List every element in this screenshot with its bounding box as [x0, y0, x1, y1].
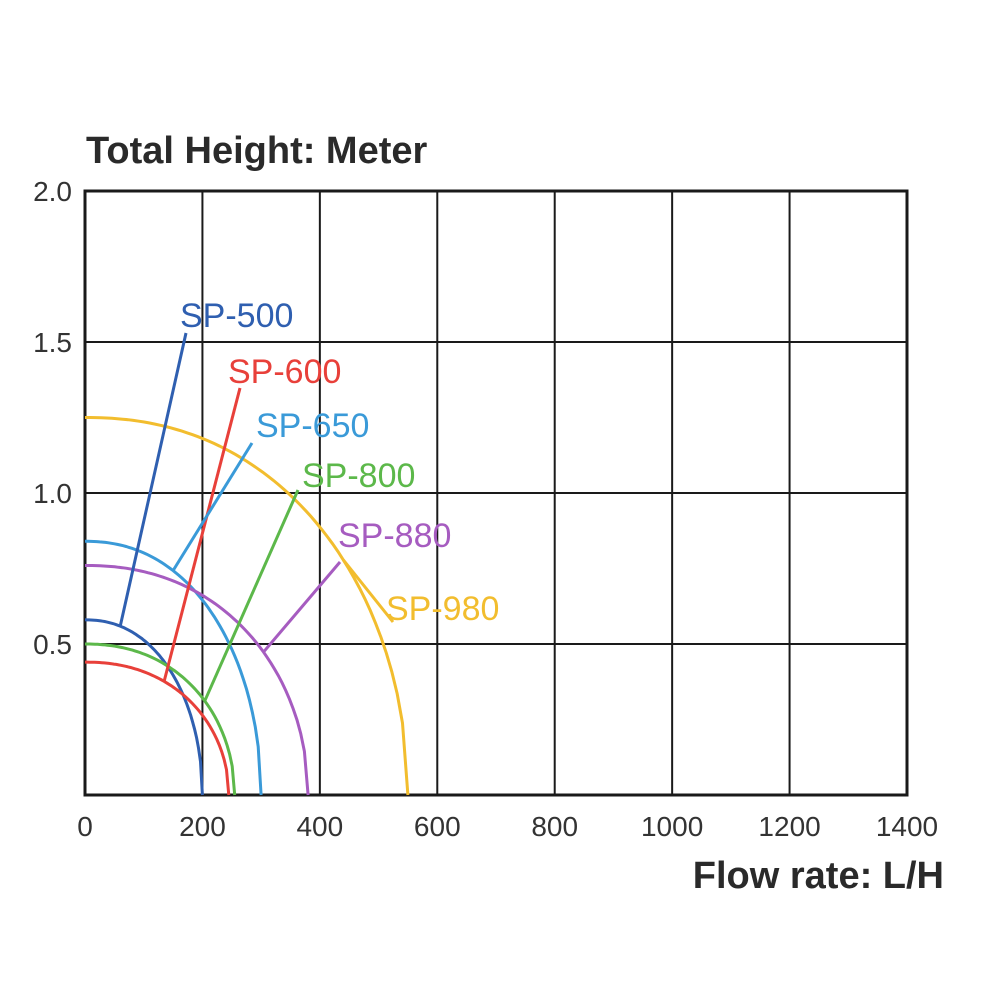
label-sp-980: SP-980	[386, 590, 499, 628]
curve-sp-600	[85, 660, 231, 796]
x-tick-label: 0	[77, 811, 93, 842]
curve-sp-980	[85, 416, 410, 796]
curve-sp-800	[85, 642, 237, 796]
leader-sp-880	[262, 561, 342, 654]
x-tick-label: 1200	[758, 811, 820, 842]
leader-lines	[118, 332, 395, 702]
label-sp-600: SP-600	[228, 353, 341, 391]
x-tick-label: 600	[414, 811, 461, 842]
leader-sp-600	[162, 387, 242, 682]
y-tick-label: 1.0	[33, 478, 72, 509]
y-tick-label: 0.5	[33, 629, 72, 660]
x-tick-label: 200	[179, 811, 226, 842]
curve-sp-880	[85, 564, 310, 796]
y-axis-title: Total Height: Meter	[86, 130, 428, 172]
leader-sp-500	[118, 332, 188, 627]
series-labels: SP-500 SP-600 SP-650 SP-800 SP-880 SP-980	[180, 297, 499, 628]
label-sp-880: SP-880	[338, 517, 451, 555]
label-sp-500: SP-500	[180, 297, 293, 335]
x-tick-label: 800	[531, 811, 578, 842]
x-tick-label: 400	[296, 811, 343, 842]
leader-sp-800	[203, 489, 300, 702]
y-tick-label: 2.0	[33, 176, 72, 207]
leader-sp-980	[342, 558, 395, 623]
label-sp-800: SP-800	[302, 457, 415, 495]
leader-sp-650	[171, 442, 254, 572]
label-sp-650: SP-650	[256, 407, 369, 445]
x-ticks: 0 200 400 600 800 1000 1200 1400	[77, 811, 938, 842]
x-tick-label: 1400	[876, 811, 938, 842]
y-ticks: 0.5 1.0 1.5 2.0	[33, 176, 72, 660]
x-tick-label: 1000	[641, 811, 703, 842]
y-tick-label: 1.5	[33, 327, 72, 358]
x-axis-title: Flow rate: L/H	[693, 855, 944, 897]
